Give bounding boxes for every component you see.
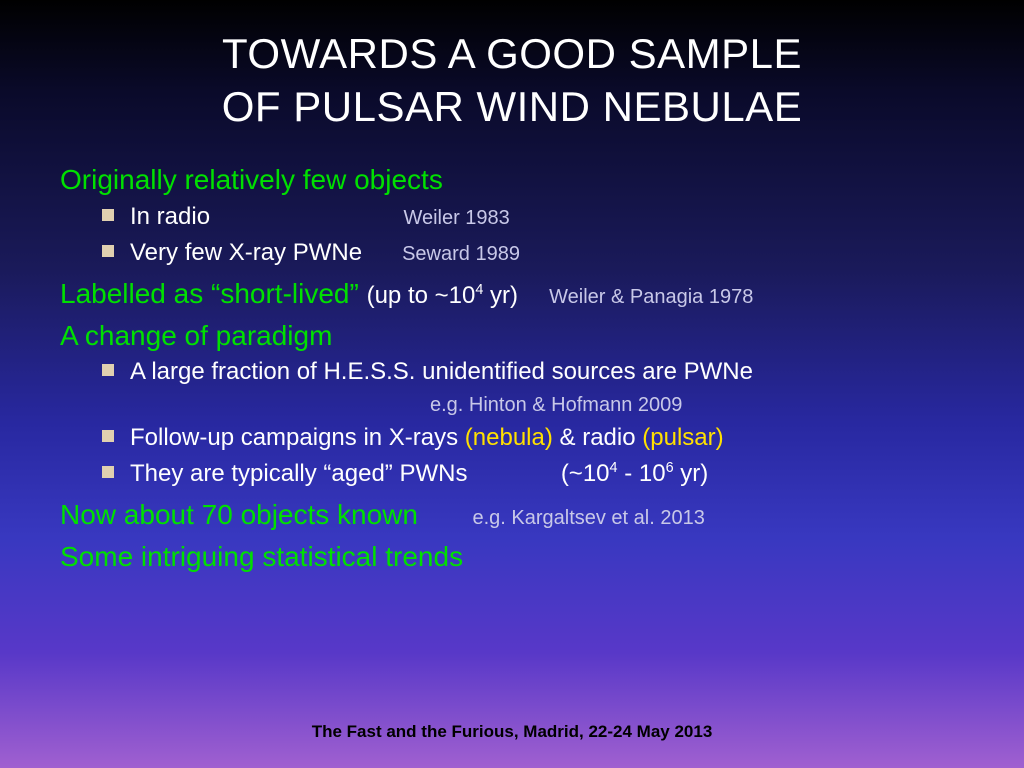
sublist-1: In radio Weiler 1983 Very few X-ray PWNe… bbox=[60, 199, 964, 271]
item-text: In radio bbox=[130, 203, 210, 230]
title-line-1: TOWARDS A GOOD SAMPLE bbox=[222, 30, 802, 77]
heading-70-objects: Now about 70 objects known e.g. Kargalts… bbox=[60, 496, 964, 534]
slide-title: TOWARDS A GOOD SAMPLE OF PULSAR WIND NEB… bbox=[0, 0, 1024, 133]
heading-trends: Some intriguing statistical trends bbox=[60, 538, 964, 576]
item-ref: Weiler 1983 bbox=[403, 207, 509, 229]
slide-body: Originally relatively few objects In rad… bbox=[0, 133, 1024, 576]
item-ref: Seward 1989 bbox=[402, 243, 520, 265]
sublist-2: A large fraction of H.E.S.S. unidentifie… bbox=[60, 354, 964, 492]
heading-paradigm: A change of paradigm bbox=[60, 317, 964, 355]
item-text-mid: & radio bbox=[553, 424, 642, 451]
title-line-2: OF PULSAR WIND NEBULAE bbox=[222, 83, 802, 130]
list-item: Very few X-ray PWNe Seward 1989 bbox=[130, 235, 964, 271]
bullet-icon bbox=[102, 430, 114, 442]
slide-footer: The Fast and the Furious, Madrid, 22-24 … bbox=[0, 722, 1024, 742]
item-text: A large fraction of H.E.S.S. unidentifie… bbox=[130, 358, 753, 385]
heading-originally: Originally relatively few objects bbox=[60, 161, 964, 199]
bullet-icon bbox=[102, 466, 114, 478]
bullet-icon bbox=[102, 364, 114, 376]
bullet-icon bbox=[102, 209, 114, 221]
bullet-icon bbox=[102, 245, 114, 257]
heading-text: Labelled as “short-lived” bbox=[60, 278, 359, 309]
heading-ref: e.g. Kargaltsev et al. 2013 bbox=[472, 507, 704, 529]
list-item: Follow-up campaigns in X-rays (nebula) &… bbox=[130, 420, 964, 456]
heading-detail: (up to ~104 yr) bbox=[367, 282, 518, 309]
list-item: In radio Weiler 1983 bbox=[130, 199, 964, 235]
highlight-nebula: (nebula) bbox=[465, 424, 553, 451]
heading-short-lived: Labelled as “short-lived” (up to ~104 yr… bbox=[60, 275, 964, 313]
highlight-pulsar: (pulsar) bbox=[642, 424, 723, 451]
list-item: They are typically “aged” PWNs (~104 - 1… bbox=[130, 456, 964, 492]
item-text: Very few X-ray PWNe bbox=[130, 239, 362, 266]
list-item: A large fraction of H.E.S.S. unidentifie… bbox=[130, 354, 964, 420]
item-text-pre: Follow-up campaigns in X-rays bbox=[130, 424, 465, 451]
item-ref: e.g. Hinton & Hofmann 2009 bbox=[130, 390, 964, 420]
age-range: (~104 - 106 yr) bbox=[561, 460, 708, 487]
heading-text: Now about 70 objects known bbox=[60, 499, 418, 530]
item-text: They are typically “aged” PWNs bbox=[130, 460, 467, 487]
heading-ref: Weiler & Panagia 1978 bbox=[549, 286, 753, 308]
